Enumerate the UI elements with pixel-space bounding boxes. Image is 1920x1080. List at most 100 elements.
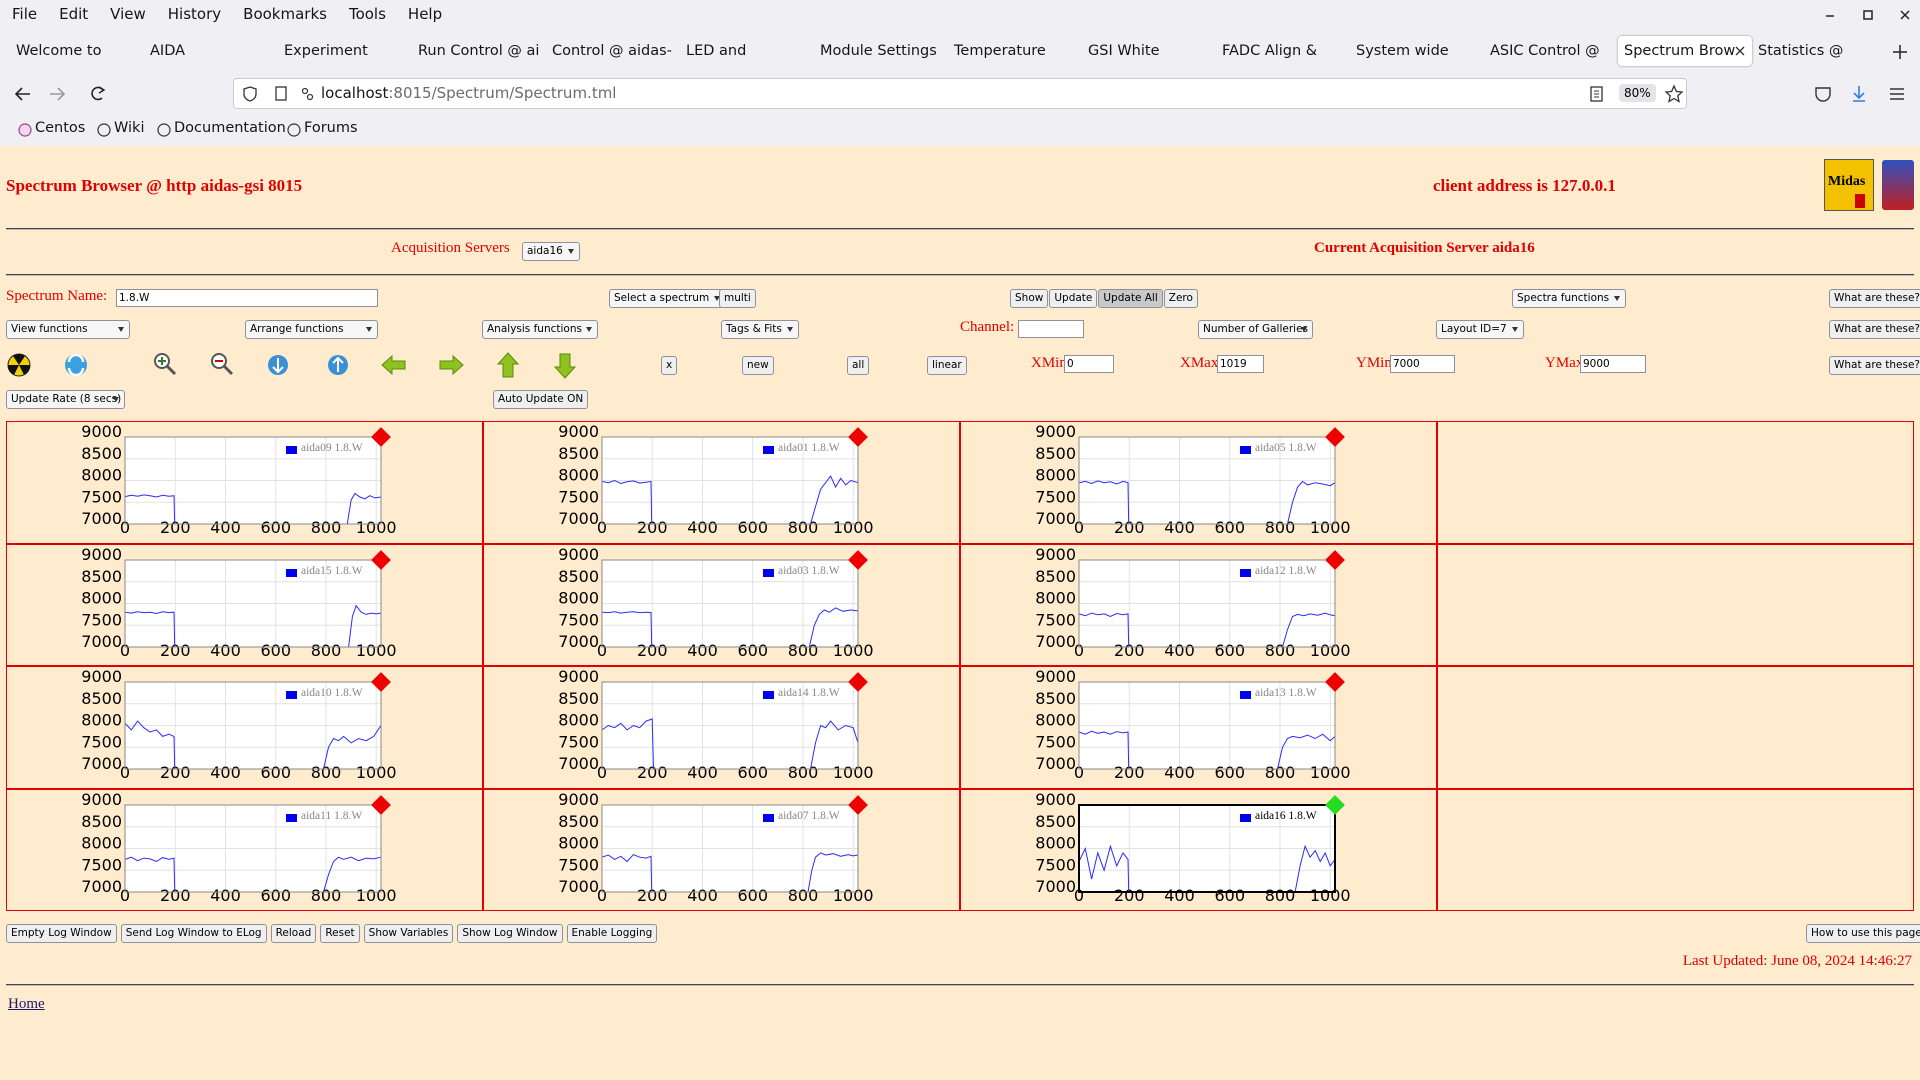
- menu-item[interactable]: Bookmarks: [243, 5, 327, 23]
- tab[interactable]: Statistics @ aidas: [1758, 43, 1844, 59]
- tab-close[interactable]: [1734, 45, 1746, 57]
- y-tick-label: 7000: [81, 754, 122, 773]
- scale-button[interactable]: linear: [927, 356, 967, 375]
- footer-button[interactable]: Reset: [320, 924, 360, 943]
- spectrum-panel[interactable]: 7000 7500 8000 8500 9000 0 200 400 600 800 1000 aid…: [6, 421, 483, 544]
- tab[interactable]: Temperature and: [954, 43, 1046, 59]
- spectrum-panel[interactable]: 7000 7500 8000 8500 9000 0 200 400 600 800 1000 aid…: [960, 666, 1437, 789]
- xmin-input[interactable]: [1064, 355, 1114, 373]
- footer-button[interactable]: Reload: [270, 924, 317, 943]
- status-marker[interactable]: [1325, 672, 1345, 692]
- spectrum-panel[interactable]: 7000 7500 8000 8500 9000 0 200 400 600 800 1000 aid…: [483, 789, 960, 912]
- tab[interactable]: Module Settings: [820, 43, 937, 59]
- footer-button[interactable]: Empty Log Window: [6, 924, 117, 943]
- tab[interactable]: LED and Wavefor: [686, 43, 747, 59]
- ymax-input[interactable]: [1580, 355, 1646, 373]
- home-link[interactable]: Home: [8, 996, 45, 1012]
- bookmark[interactable]: Forums: [304, 120, 358, 136]
- server-select[interactable]: aida16: [522, 242, 580, 261]
- footer-button[interactable]: Show Log Window: [457, 924, 563, 943]
- status-marker[interactable]: [1325, 549, 1345, 570]
- tab[interactable]: Spectrum Brow: [1618, 36, 1752, 66]
- action-button[interactable]: Show: [1010, 289, 1049, 308]
- menu-item[interactable]: File: [12, 5, 38, 23]
- bookmark[interactable]: Documentation: [174, 120, 286, 136]
- action-button[interactable]: Update: [1049, 289, 1098, 308]
- channel-input[interactable]: [1018, 320, 1084, 338]
- spectra-functions[interactable]: Spectra functions: [1512, 289, 1627, 308]
- spectrum-panel[interactable]: 7000 7500 8000 8500 9000 0 200 400 600 800 1000 aid…: [960, 421, 1437, 544]
- xmax-input[interactable]: [1217, 355, 1264, 373]
- legend-swatch: [286, 568, 297, 577]
- view-functions[interactable]: View functions: [6, 320, 130, 339]
- footer-button[interactable]: Send Log Window to ELog: [120, 924, 267, 943]
- menu-item[interactable]: Edit: [59, 5, 89, 23]
- bookmark-star[interactable]: [1664, 84, 1684, 104]
- x-tick-label: 800: [311, 886, 342, 905]
- x-tick-label: 200: [1114, 641, 1145, 660]
- menu-item[interactable]: Tools: [348, 5, 386, 23]
- tool-icons[interactable]: [0, 348, 600, 382]
- help-button[interactable]: What are these?: [1829, 320, 1920, 339]
- all-button[interactable]: all: [847, 356, 870, 375]
- url-bar[interactable]: localhost:8015/Spectrum/Spectrum.tml 80%: [233, 78, 1687, 109]
- spectrum-name-input[interactable]: [116, 289, 378, 307]
- tags-fits[interactable]: Tags & Fits: [721, 320, 799, 339]
- spectrum-panel[interactable]: 7000 7500 8000 8500 9000 0 200 400 600 800 1000 aid…: [483, 544, 960, 667]
- multi-button[interactable]: multi: [719, 289, 756, 308]
- spectrum-panel[interactable]: 7000 7500 8000 8500 9000 0 200 400 600 800 1000 aid…: [960, 544, 1437, 667]
- tab[interactable]: GSI White Rabbit: [1088, 43, 1160, 59]
- tab[interactable]: ASIC Control @ a: [1490, 43, 1600, 59]
- gallery-cell: [1437, 666, 1914, 789]
- action-button[interactable]: Update All: [1098, 289, 1163, 308]
- tab[interactable]: System wide Che: [1356, 43, 1449, 59]
- new-tab[interactable]: [1890, 42, 1910, 62]
- status-marker[interactable]: [371, 427, 391, 447]
- tab[interactable]: Welcome to Cent: [16, 43, 102, 59]
- status-marker[interactable]: [1325, 427, 1345, 447]
- spectrum-panel[interactable]: 7000 7500 8000 8500 9000 0 200 400 600 800 1000 aid…: [483, 421, 960, 544]
- menu-item[interactable]: Help: [407, 5, 443, 23]
- tab[interactable]: Experiment Contr: [284, 43, 368, 59]
- new-button[interactable]: new: [742, 356, 774, 375]
- reader-icon[interactable]: [1589, 86, 1605, 102]
- x-tick-label: 800: [311, 641, 342, 660]
- footer-button[interactable]: Enable Logging: [566, 924, 658, 943]
- spectrum-select[interactable]: Select a spectrum: [609, 289, 727, 308]
- y-tick-label: 9000: [1035, 422, 1076, 441]
- spectrum-panel[interactable]: 7000 7500 8000 8500 9000 0 200 400 600 800 1000 aid…: [6, 789, 483, 912]
- help-button[interactable]: What are these?: [1829, 356, 1920, 375]
- tab[interactable]: FADC Align & Cor: [1222, 43, 1318, 59]
- bookmark-icon: [18, 123, 32, 137]
- spectrum-panel[interactable]: 7000 7500 8000 8500 9000 0 200 400 600 800 1000 aid…: [6, 544, 483, 667]
- spectrum-panel[interactable]: 7000 7500 8000 8500 9000 0 200 400 600 800 1000 aid…: [6, 666, 483, 789]
- last-updated: Last Updated: June 08, 2024 14:46:27: [1682, 953, 1912, 969]
- ymin-input[interactable]: [1390, 355, 1455, 373]
- x-tick-label: 1000: [356, 641, 397, 660]
- zoom-level[interactable]: 80%: [1619, 84, 1656, 102]
- nav-buttons[interactable]: [10, 82, 120, 106]
- galleries-select[interactable]: Number of Galleries: [1198, 320, 1313, 339]
- x-button[interactable]: x: [661, 356, 678, 375]
- spectrum-panel[interactable]: 7000 7500 8000 8500 9000 0 200 400 600 800 1000 aid…: [960, 789, 1437, 912]
- auto-update[interactable]: Auto Update ON: [493, 390, 589, 409]
- menu-item[interactable]: View: [110, 5, 146, 23]
- tab[interactable]: Run Control @ ai: [418, 43, 540, 59]
- menu-item[interactable]: History: [167, 5, 222, 23]
- tab[interactable]: Control @ aidas-: [552, 43, 672, 59]
- spectrum-panel[interactable]: 7000 7500 8000 8500 9000 0 200 400 600 800 1000 aid…: [483, 666, 960, 789]
- bookmark[interactable]: Wiki: [114, 120, 145, 136]
- layout-select[interactable]: Layout ID=7: [1436, 320, 1524, 339]
- status-marker[interactable]: [1325, 794, 1345, 815]
- help-button[interactable]: What are these?: [1829, 289, 1920, 308]
- arrange-functions[interactable]: Arrange functions: [245, 320, 378, 339]
- analysis-functions[interactable]: Analysis functions: [482, 320, 598, 339]
- toolbar-icons[interactable]: [1812, 83, 1912, 105]
- action-button[interactable]: Zero: [1163, 289, 1198, 308]
- y-tick-label: 7500: [558, 610, 599, 629]
- tab[interactable]: AIDA: [150, 43, 186, 59]
- bookmark[interactable]: Centos: [35, 120, 86, 136]
- update-rate[interactable]: Update Rate (8 secs): [6, 390, 125, 409]
- how-to-button[interactable]: How to use this page: [1806, 924, 1920, 943]
- footer-button[interactable]: Show Variables: [363, 924, 454, 943]
